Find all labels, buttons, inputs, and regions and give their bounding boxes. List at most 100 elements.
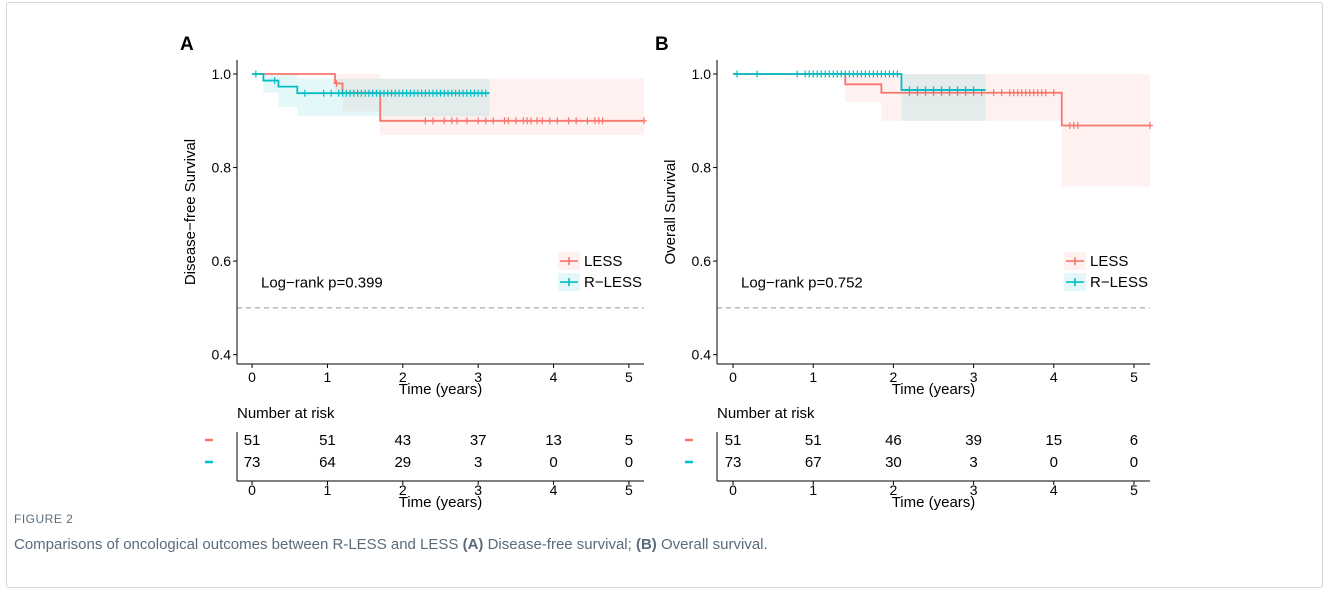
panel-b-censor-mark-1 [794, 70, 801, 78]
panel-a-risk-value: 64 [319, 454, 336, 471]
panel-b-risk-value: 3 [969, 454, 977, 471]
panel-a-censor-mark-0 [554, 117, 561, 125]
panel-b-risk-tick-label: 3 [970, 482, 978, 498]
panel-a-risk-value: 37 [470, 432, 487, 449]
panel-a-risk-value: 51 [244, 432, 261, 449]
panel-a-censor-mark-0 [641, 117, 647, 125]
panel-b-legend-key-0 [1066, 257, 1084, 266]
panel-b-risk-value: 39 [965, 432, 982, 449]
panel-b-risk-tick-label: 2 [890, 482, 898, 498]
panel-a-censor-mark-1 [320, 89, 327, 97]
panel-a-x-tick-label: 4 [550, 369, 558, 385]
panel-b-risk-value: 67 [805, 454, 822, 471]
panel-a-censor-mark-0 [527, 117, 534, 125]
panel-b-x-tick-label: 5 [1130, 369, 1138, 385]
panel-b-risk-tick-label: 0 [729, 482, 737, 498]
panel-a-x-tick-label: 5 [625, 369, 633, 385]
panel-a-risk-tick-label: 4 [550, 482, 558, 498]
panel-b-risk-title: Number at risk [717, 405, 815, 422]
panel-a-x-axis-title: Time (years) [399, 381, 483, 398]
panel-b-x-tick-label: 0 [729, 369, 737, 385]
panel-b-risk-tick-label: 4 [1050, 482, 1058, 498]
panel-b-legend-label-0: LESS [1090, 253, 1128, 270]
panel-b-risk-value: 46 [885, 432, 902, 449]
caption-a-text: Disease-free survival; [483, 536, 636, 553]
panel-b-censor-mark-0 [990, 89, 997, 97]
panel-b-censor-mark-1 [922, 86, 929, 94]
panel-a-censor-mark-0 [463, 117, 470, 125]
panel-a-risk-value: 0 [549, 454, 557, 471]
panel-a-x-tick-label: 2 [399, 369, 407, 385]
panel-a-y-tick-label: 1.0 [212, 66, 232, 82]
panel-a-censor-mark-1 [328, 89, 335, 97]
panel-b-y-tick-label: 0.4 [692, 347, 712, 363]
panel-a-censor-mark-0 [448, 117, 455, 125]
panel-a-risk-value: 3 [474, 454, 482, 471]
panel-a-risk-tick-label: 1 [324, 482, 332, 498]
panel-b-risk-value: 0 [1050, 454, 1058, 471]
panel-b-censor-mark-1 [930, 86, 937, 94]
panel-a-censor-mark-0 [546, 117, 553, 125]
panel-a-y-tick-label: 0.6 [212, 253, 232, 269]
panel-b-censor-mark-1 [970, 86, 977, 94]
panel-b-ci-band-0 [845, 74, 882, 103]
panel-b-risk-value: 73 [725, 454, 742, 471]
caption-b-text: Overall survival. [656, 536, 768, 553]
panel-a-x-tick-label: 3 [474, 369, 482, 385]
panel-b-censor-mark-0 [1147, 121, 1153, 129]
panel-a-ci-band-1 [297, 78, 490, 117]
panel-b-censor-mark-0 [998, 89, 1005, 97]
panel-a-risk-tick-label: 5 [625, 482, 633, 498]
panel-a-y-tick-label: 0.4 [212, 347, 232, 363]
panel-a-y-axis-title: Disease−free Survival [182, 139, 199, 285]
panel-a-x-tick-label: 0 [248, 369, 256, 385]
panel-b-y-axis-title: Overall Survival [662, 159, 679, 264]
panel-a-censor-mark-0 [505, 117, 512, 125]
panel-b-censor-mark-1 [914, 86, 921, 94]
panel-b-label: B [655, 34, 669, 55]
panel-a-censor-mark-0 [333, 79, 340, 87]
panel-a-ci-band-1 [278, 74, 298, 107]
panel-b-risk-value: 30 [885, 454, 902, 471]
panel-a-censor-mark-0 [512, 117, 519, 125]
panel-a-censor-mark-1 [271, 77, 278, 85]
panel-a-censor-mark-1 [482, 89, 489, 97]
panel-b-censor-mark-1 [754, 70, 761, 78]
panel-b-x-tick-label: 3 [970, 369, 978, 385]
caption-b-tag: (B) [635, 536, 657, 553]
panel-a-y-tick-label: 0.8 [212, 160, 232, 176]
caption-main: Comparisons of oncological outcomes betw… [14, 536, 463, 553]
panel-a-censor-mark-0 [599, 117, 606, 125]
panel-a-censor-mark-0 [565, 117, 572, 125]
panel-a-risk-value: 13 [545, 432, 562, 449]
panel-b-censor-mark-1 [906, 86, 913, 94]
panel-b-risk-tick-label: 1 [809, 482, 817, 498]
panel-a-risk-tick-label: 0 [248, 482, 256, 498]
panel-b-legend-label-1: R−LESS [1090, 274, 1148, 291]
panel-a-censor-mark-0 [429, 117, 436, 125]
panel-b-x-tick-label: 1 [809, 369, 817, 385]
panel-a-censor-mark-0 [422, 117, 429, 125]
panel-b-risk-value: 15 [1045, 432, 1062, 449]
panel-a-censor-mark-0 [533, 117, 540, 125]
panel-b-censor-mark-0 [1074, 121, 1081, 129]
panel-b-censor-mark-0 [1042, 89, 1049, 97]
panel-a-legend-key-1 [560, 278, 578, 287]
panel-b-risk-tick-label: 5 [1130, 482, 1138, 498]
panel-a-censor-mark-0 [441, 117, 448, 125]
panel-a-censor-mark-1 [252, 70, 259, 78]
panel-a-risk-title: Number at risk [237, 405, 335, 422]
panel-a-ci-band-0 [380, 78, 644, 135]
panel-a-risk-value: 73 [244, 454, 261, 471]
panel-a-risk-value: 29 [394, 454, 411, 471]
panel-a-logrank-annotation: Log−rank p=0.399 [261, 274, 383, 291]
caption-a-tag: (A) [462, 536, 484, 553]
panel-b-risk-x-axis-title: Time (years) [892, 494, 976, 510]
panel-b-censor-mark-1 [938, 86, 945, 94]
panel-b-risk-value: 51 [805, 432, 822, 449]
panel-b-y-tick-label: 0.8 [692, 160, 712, 176]
panel-a-label: A [180, 34, 194, 55]
panel-b-censor-mark-1 [894, 70, 901, 78]
panel-a-censor-mark-0 [454, 117, 461, 125]
panel-b-ci-band-0 [881, 74, 1062, 121]
